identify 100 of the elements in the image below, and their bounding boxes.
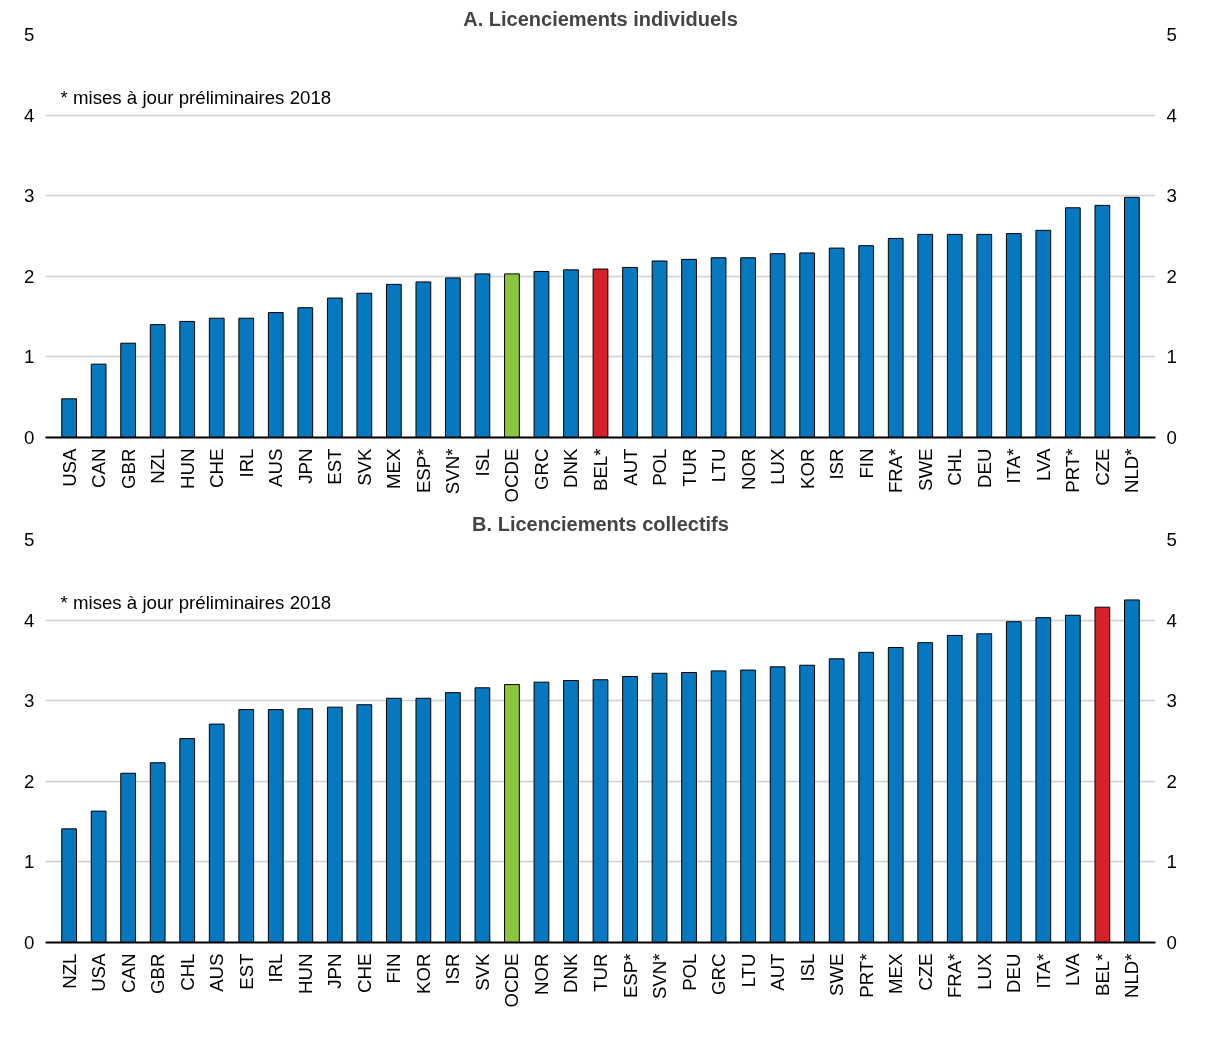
y2-tick-label: 2 [1166,265,1177,287]
x-tick-label: SVK [353,447,375,486]
y2-tick-label: 4 [1166,104,1177,126]
y2-tick-label: 5 [1166,529,1177,550]
x-tick-label: AUT [767,953,789,991]
x-tick-label: SVN* [649,953,671,1000]
x-tick-label: FIN [383,953,405,984]
x-tick-label: CZE [914,953,936,991]
x-tick-label: BEL* [590,448,611,492]
y2-tick-label: 3 [1166,690,1177,712]
annotation: * mises à jour préliminaires 2018 [60,86,332,108]
x-tick-label: USA [58,447,80,487]
x-tick-label: CZE [1091,448,1113,486]
x-tick-label: NZL [147,448,169,484]
y-tick-label: 1 [24,851,35,873]
x-tick-label: ESP* [619,953,641,999]
x-tick-label: TUR [678,448,700,487]
x-tick-label: MEX [383,447,405,489]
y2-tick-label: 0 [1166,427,1177,448]
y-tick-label: 3 [24,690,35,712]
x-tick-label: TUR [590,953,611,992]
x-tick-label: LTU [708,448,730,483]
x-tick-label: JPN [294,448,316,484]
x-tick-label: HUN [176,448,198,489]
x-tick-label: LTU [737,953,759,988]
x-tick-label: SVN* [442,448,464,495]
x-tick-label: NOR [530,953,552,995]
x-tick-label: LVA [1032,447,1054,481]
x-tick-label: CHL [944,448,966,486]
y-tick-label: 0 [24,932,35,953]
chart-title: B. Licenciements collectifs [472,512,729,535]
x-tick-label: GBR [117,448,139,489]
x-tick-label: CAN [117,953,139,993]
y-tick-label: 2 [24,770,35,792]
y-tick-label: 0 [24,427,35,448]
x-tick-label: JPN [324,953,346,989]
x-tick-label: OCDE [501,953,523,1008]
x-tick-label: DEU [1003,953,1025,993]
x-tick-label: USA [88,952,110,992]
x-tick-label: HUN [294,953,316,994]
y-tick-label: 4 [24,104,35,126]
x-tick-label: ISR [442,953,464,985]
x-tick-label: CHL [176,953,198,991]
x-tick-label: GRC [530,448,552,490]
x-tick-label: FIN [855,448,877,479]
y-tick-label: 3 [24,185,35,207]
x-tick-label: PRT* [855,953,877,998]
x-tick-label: SWE [826,953,848,996]
x-tick-label: KOR [412,953,434,994]
y-tick-label: 4 [24,609,35,631]
x-tick-label: ITA* [1032,953,1054,989]
x-tick-label: FRA* [944,953,966,999]
x-tick-label: ISR [826,448,848,480]
x-tick-label: CHE [206,448,228,488]
y2-tick-label: 1 [1166,851,1177,873]
x-tick-label: CHE [353,953,375,993]
x-tick-label: LVA [1062,952,1084,986]
x-tick-label: DNK [560,952,582,993]
x-tick-label: ISL [796,953,818,982]
y-tick-label: 5 [24,529,35,550]
x-tick-label: NLD* [1121,953,1143,999]
y-tick-label: 5 [24,24,35,45]
x-tick-label: ISL [471,448,493,477]
x-tick-label: NOR [737,448,759,490]
x-tick-label: NLD* [1121,448,1143,494]
x-tick-label: EST [235,953,257,990]
x-tick-label: GBR [147,953,169,994]
x-tick-label: SVK [471,952,493,991]
y-tick-label: 1 [24,346,35,368]
x-tick-label: ESP* [412,448,434,494]
x-tick-label: AUT [619,448,641,486]
x-tick-label: AUS [206,953,228,992]
x-tick-label: EST [324,448,346,485]
x-tick-label: IRL [265,953,287,983]
chart-title: A. Licenciements individuels [463,7,738,30]
x-tick-label: IRL [235,448,257,478]
y2-tick-label: 1 [1166,346,1177,368]
y2-tick-label: 5 [1166,24,1177,45]
y2-tick-label: 0 [1166,932,1177,953]
annotation: * mises à jour préliminaires 2018 [60,591,332,613]
x-tick-label: POL [649,448,671,486]
x-tick-label: ITA* [1003,448,1025,484]
x-tick-label: LUX [767,447,789,485]
y-tick-label: 2 [24,265,35,287]
x-tick-label: NZL [58,953,80,989]
y2-tick-label: 2 [1166,770,1177,792]
x-tick-label: GRC [708,953,730,995]
y2-tick-label: 4 [1166,609,1177,631]
x-tick-label: CAN [88,448,110,488]
x-tick-label: KOR [796,448,818,489]
x-tick-label: DEU [973,448,995,488]
x-tick-label: LUX [973,952,995,990]
x-tick-label: FRA* [885,448,907,494]
x-tick-label: BEL* [1091,953,1113,997]
x-tick-label: OCDE [501,448,523,503]
x-tick-label: POL [678,953,700,991]
y2-tick-label: 3 [1166,185,1177,207]
x-tick-label: AUS [265,448,287,487]
x-tick-label: SWE [914,448,936,491]
x-tick-label: PRT* [1062,448,1084,493]
